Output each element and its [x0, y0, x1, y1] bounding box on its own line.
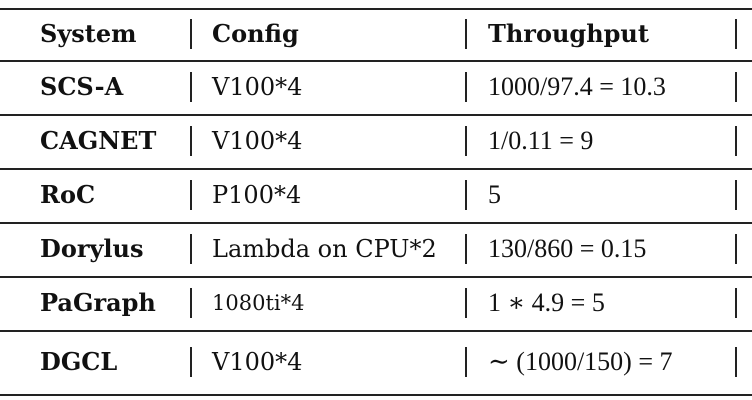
- table-cell: DGCL: [40, 347, 118, 376]
- table-cell: V100*4: [212, 127, 303, 155]
- column-separator: [735, 347, 737, 377]
- column-separator: [735, 180, 737, 210]
- row-rule: [0, 114, 752, 116]
- table-cell: V100*4: [212, 73, 303, 101]
- table-cell: 5: [488, 180, 501, 209]
- row-rule: [0, 168, 752, 170]
- column-separator: [190, 180, 192, 210]
- column-separator: [735, 234, 737, 264]
- table-cell: 130/860 = 0.15: [488, 234, 647, 263]
- table-cell: RoC: [40, 180, 96, 209]
- table-cell: 1080ti*4: [212, 291, 305, 315]
- column-separator: [735, 126, 737, 156]
- table-cell: SCS-A: [40, 72, 124, 101]
- column-separator: [465, 126, 467, 156]
- header-cell: Config: [212, 19, 299, 48]
- row-rule: [0, 8, 752, 10]
- column-separator: [190, 126, 192, 156]
- table-cell: P100*4: [212, 181, 302, 209]
- row-rule: [0, 222, 752, 224]
- table-cell: 1 ∗ 4.9 = 5: [488, 288, 605, 317]
- row-rule: [0, 394, 752, 396]
- column-separator: [465, 72, 467, 102]
- table-cell: CAGNET: [40, 126, 157, 155]
- column-separator: [190, 347, 192, 377]
- column-separator: [465, 180, 467, 210]
- column-separator: [190, 72, 192, 102]
- header-cell: System: [40, 19, 137, 48]
- row-rule: [0, 330, 752, 332]
- row-rule: [0, 276, 752, 278]
- column-separator: [735, 19, 737, 49]
- column-separator: [190, 234, 192, 264]
- column-separator: [465, 19, 467, 49]
- table-cell: 1000/97.4 = 10.3: [488, 72, 666, 101]
- column-separator: [190, 19, 192, 49]
- column-separator: [190, 288, 192, 318]
- header-cell: Throughput: [488, 19, 649, 48]
- column-separator: [465, 234, 467, 264]
- column-separator: [735, 72, 737, 102]
- column-separator: [735, 288, 737, 318]
- table-cell: ∼ (1000/150) = 7: [488, 347, 673, 376]
- table-cell: 1/0.11 = 9: [488, 126, 594, 155]
- column-separator: [465, 288, 467, 318]
- table-cell: PaGraph: [40, 288, 156, 317]
- column-separator: [465, 347, 467, 377]
- table-cell: V100*4: [212, 348, 303, 376]
- row-rule: [0, 60, 752, 62]
- table-cell: Dorylus: [40, 234, 144, 263]
- table-cell: Lambda on CPU*2: [212, 235, 437, 263]
